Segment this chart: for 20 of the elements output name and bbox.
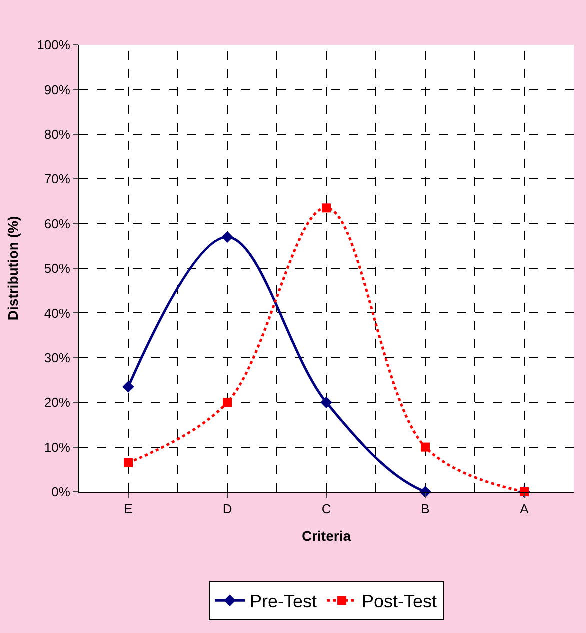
y-tick-label: 50% xyxy=(44,261,71,276)
y-axis-title: Distribution (%) xyxy=(4,216,21,321)
x-axis-title: Criteria xyxy=(302,528,352,544)
y-tick-label: 0% xyxy=(52,484,71,500)
y-tick-label: 30% xyxy=(44,350,71,366)
y-tick-label: 70% xyxy=(44,172,71,187)
y-tick-label: 100% xyxy=(37,38,71,53)
x-tick-label: D xyxy=(222,502,232,517)
y-tick-label: 80% xyxy=(44,126,71,142)
y-tick-label: 60% xyxy=(44,216,71,232)
y-tick-label: 20% xyxy=(44,395,71,410)
x-tick-label: C xyxy=(322,502,332,517)
x-tick-label: E xyxy=(124,502,134,517)
legend-label: Post-Test xyxy=(362,592,438,612)
y-tick-label: 90% xyxy=(44,82,71,98)
legend-label: Pre-Test xyxy=(250,592,318,612)
y-tick-label: 10% xyxy=(44,440,71,455)
x-tick-label: B xyxy=(421,502,430,517)
x-tick-label: A xyxy=(520,502,530,517)
y-tick-label: 40% xyxy=(44,306,71,321)
